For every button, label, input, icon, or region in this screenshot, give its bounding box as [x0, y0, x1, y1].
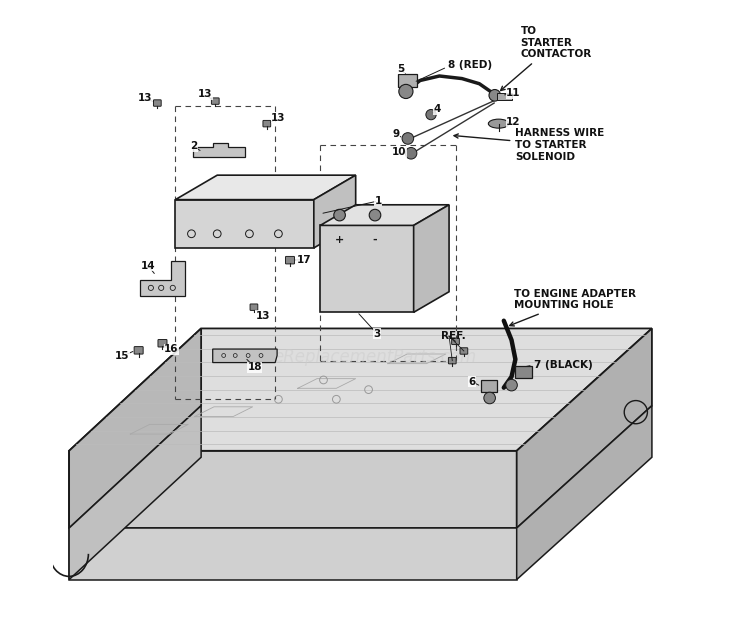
Polygon shape [176, 175, 356, 200]
Circle shape [426, 109, 436, 120]
Text: 6: 6 [469, 377, 476, 387]
Polygon shape [517, 406, 652, 580]
Text: 12: 12 [506, 117, 520, 128]
Polygon shape [69, 406, 201, 580]
Text: HARNESS WIRE
TO STARTER
SOLENOID: HARNESS WIRE TO STARTER SOLENOID [454, 128, 604, 162]
Circle shape [369, 209, 381, 221]
Text: 15: 15 [116, 351, 130, 361]
FancyBboxPatch shape [263, 120, 271, 127]
Text: 9: 9 [393, 129, 400, 139]
Polygon shape [69, 328, 201, 528]
Text: REF.: REF. [441, 331, 466, 341]
Bar [398, 74, 417, 87]
Polygon shape [69, 451, 517, 528]
Polygon shape [320, 205, 449, 225]
Text: eReplacementParts.com: eReplacementParts.com [273, 348, 477, 366]
Text: 13: 13 [256, 310, 270, 321]
Text: 3: 3 [374, 328, 380, 339]
Polygon shape [213, 349, 277, 363]
Text: 14: 14 [141, 261, 155, 271]
Polygon shape [69, 528, 517, 580]
Circle shape [402, 133, 414, 144]
Text: 7 (BLACK): 7 (BLACK) [534, 360, 592, 370]
FancyBboxPatch shape [448, 357, 456, 364]
Text: 1: 1 [374, 196, 382, 206]
FancyBboxPatch shape [452, 338, 459, 345]
Circle shape [334, 209, 346, 221]
Bar [515, 366, 532, 378]
Circle shape [506, 379, 518, 391]
Circle shape [405, 147, 417, 159]
Circle shape [399, 84, 413, 99]
Polygon shape [320, 225, 414, 312]
Text: 8 (RED): 8 (RED) [448, 60, 493, 70]
Text: 11: 11 [506, 88, 520, 99]
Polygon shape [176, 200, 314, 248]
Text: 13: 13 [138, 93, 152, 103]
Text: TO
STARTER
CONTACTOR: TO STARTER CONTACTOR [501, 26, 592, 91]
Text: 17: 17 [297, 254, 311, 265]
Circle shape [484, 392, 496, 404]
Text: 13: 13 [198, 89, 212, 99]
Circle shape [489, 90, 500, 101]
Text: TO ENGINE ADAPTER
MOUNTING HOLE: TO ENGINE ADAPTER MOUNTING HOLE [510, 289, 636, 326]
Text: 5: 5 [398, 64, 404, 74]
Text: 4: 4 [433, 104, 441, 115]
FancyBboxPatch shape [460, 348, 468, 354]
Polygon shape [140, 261, 185, 296]
FancyBboxPatch shape [154, 100, 161, 106]
Polygon shape [69, 328, 652, 451]
Text: 16: 16 [164, 344, 178, 354]
FancyBboxPatch shape [211, 98, 219, 104]
Ellipse shape [488, 119, 509, 128]
FancyBboxPatch shape [250, 304, 258, 310]
FancyBboxPatch shape [286, 256, 295, 264]
Text: 18: 18 [248, 362, 262, 372]
FancyBboxPatch shape [134, 346, 143, 354]
Polygon shape [414, 205, 449, 312]
Polygon shape [314, 175, 356, 248]
Polygon shape [194, 143, 245, 157]
Text: 13: 13 [272, 113, 286, 123]
Polygon shape [517, 328, 652, 528]
Bar [497, 93, 512, 100]
Text: 2: 2 [190, 141, 197, 151]
Bar [482, 380, 497, 392]
Text: +: + [335, 234, 344, 245]
Text: -: - [373, 234, 377, 245]
FancyBboxPatch shape [158, 339, 167, 347]
Text: 10: 10 [392, 147, 406, 157]
